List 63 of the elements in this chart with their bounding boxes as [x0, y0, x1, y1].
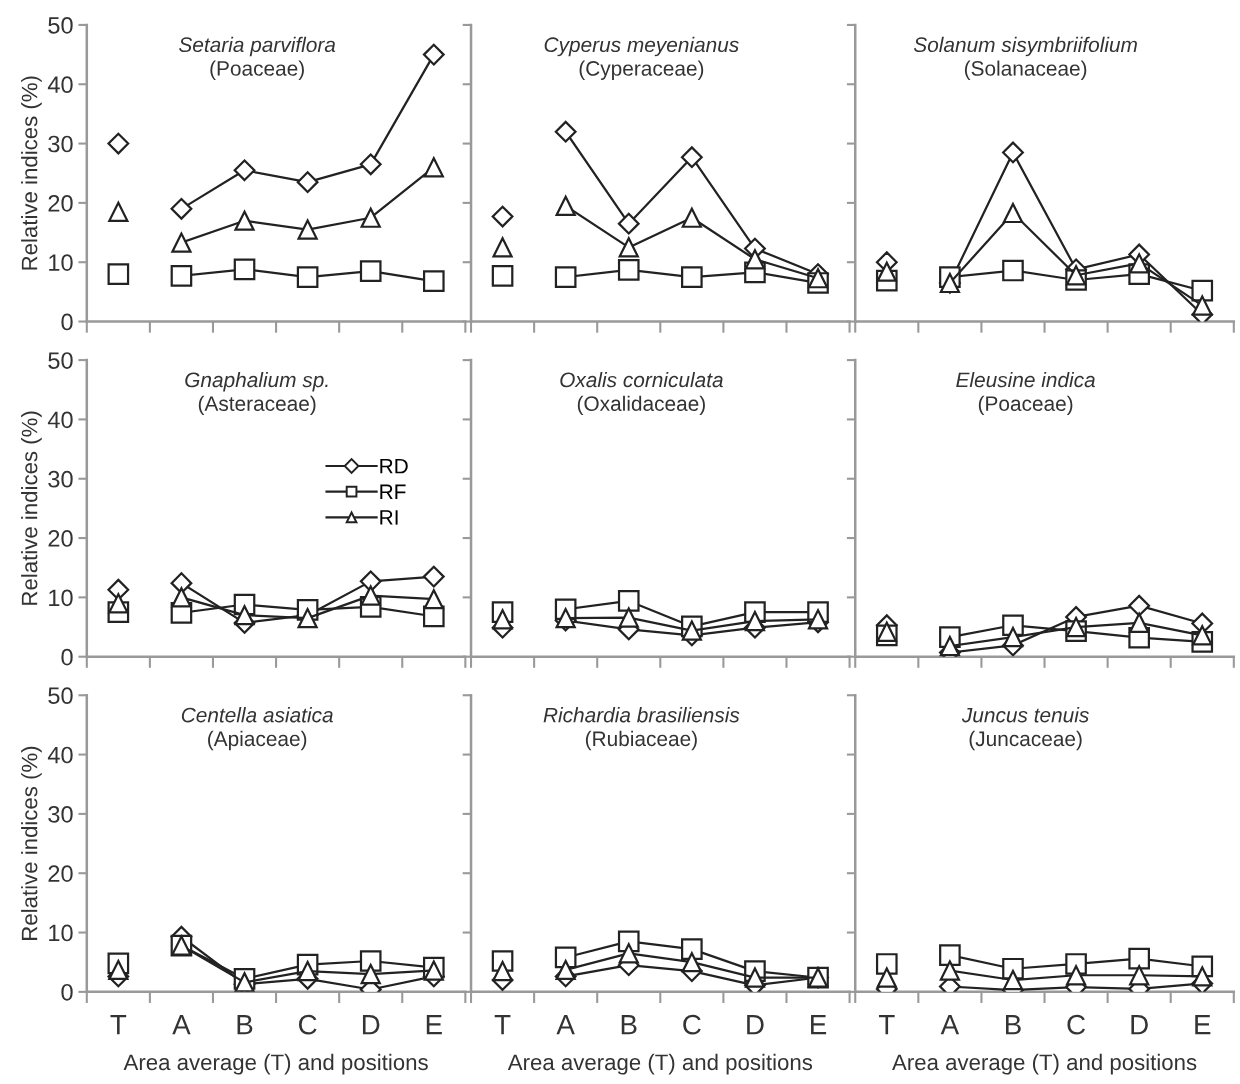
x-tick-label: E: [811, 1015, 827, 1035]
chart-title: Eleusine indica: [956, 371, 1095, 388]
x-tick-label: T: [494, 1015, 511, 1035]
y-axis-title: Relative indices (%): [21, 746, 42, 940]
y-tick-label: 30: [48, 470, 73, 488]
x-tick-label: B: [621, 1015, 637, 1035]
x-tick-label: A: [940, 1015, 960, 1035]
y-tick-label: 0: [61, 648, 73, 666]
text: (Poaceae): [978, 395, 1073, 416]
x-tick-label: B: [237, 1015, 253, 1035]
x-tick-label: D: [1131, 1015, 1148, 1035]
text: Solanum sisymbriifolium: [913, 36, 1137, 57]
x-tick-label: D: [747, 1015, 764, 1035]
y-tick-label: 30: [48, 805, 73, 823]
text: (Oxalidaceae): [577, 395, 705, 416]
text: (Solanaceae): [964, 60, 1087, 80]
y-tick-label: 50: [48, 687, 73, 705]
y-tick-label: 40: [47, 411, 73, 429]
text: Cyperus meyenianus: [544, 36, 739, 57]
x-tick-label: C: [683, 1014, 701, 1035]
text: (Asteraceae): [198, 395, 316, 416]
x-tick-label: B: [1005, 1015, 1021, 1035]
legend-label: RD: [380, 458, 408, 474]
x-tick-label: A: [556, 1015, 575, 1035]
y-tick-label: 0: [61, 983, 73, 1001]
x-tick-label: E: [1195, 1015, 1211, 1035]
text: Gnaphalium sp.: [185, 371, 328, 392]
y-tick-label: 30: [48, 135, 73, 153]
text: (Poaceae): [210, 60, 304, 80]
y-tick-label: 20: [48, 865, 73, 883]
text: (Cyperaceae): [579, 60, 704, 80]
x-tick-label: C: [299, 1014, 317, 1035]
x-axis-title: Area average (T) and positions: [892, 1053, 1197, 1075]
x-tick-label: D: [362, 1015, 380, 1035]
y-tick-label: 20: [48, 194, 73, 212]
x-axis-title: Area average (T) and positions: [507, 1053, 813, 1075]
y-axis-title: Relative indices (%): [21, 411, 42, 605]
legend-label: RF: [380, 484, 406, 499]
chart-title: Oxalis corniculata: [560, 371, 723, 388]
y-tick-label: 20: [48, 530, 73, 547]
text: (Juncaceae): [969, 730, 1082, 751]
text: (Apiaceae): [208, 730, 307, 751]
y-axis-title: Relative indices (%): [21, 76, 42, 270]
x-tick-label: E: [426, 1015, 442, 1035]
x-tick-label: C: [1067, 1014, 1086, 1035]
y-tick-label: 10: [49, 254, 73, 271]
text: (Rubiaceae): [585, 730, 697, 751]
text: Setaria parviflora: [179, 36, 336, 57]
x-tick-label: T: [110, 1015, 127, 1035]
y-tick-label: 50: [48, 17, 73, 34]
x-axis-title: Area average (T) and positions: [123, 1053, 428, 1075]
y-tick-label: 10: [49, 924, 73, 942]
y-tick-label: 40: [47, 746, 73, 764]
x-tick-label: T: [878, 1015, 895, 1035]
chart-title: Centella asiatica: [181, 707, 333, 723]
y-tick-label: 50: [48, 352, 73, 369]
y-tick-label: 0: [61, 313, 73, 331]
chart-title: Richardia brasiliensis: [543, 707, 740, 723]
y-tick-label: 10: [49, 589, 73, 607]
y-tick-label: 40: [47, 76, 73, 94]
x-tick-label: A: [172, 1015, 191, 1035]
chart-title: Juncus tenuis: [961, 707, 1089, 723]
legend-label: RI: [380, 510, 398, 525]
